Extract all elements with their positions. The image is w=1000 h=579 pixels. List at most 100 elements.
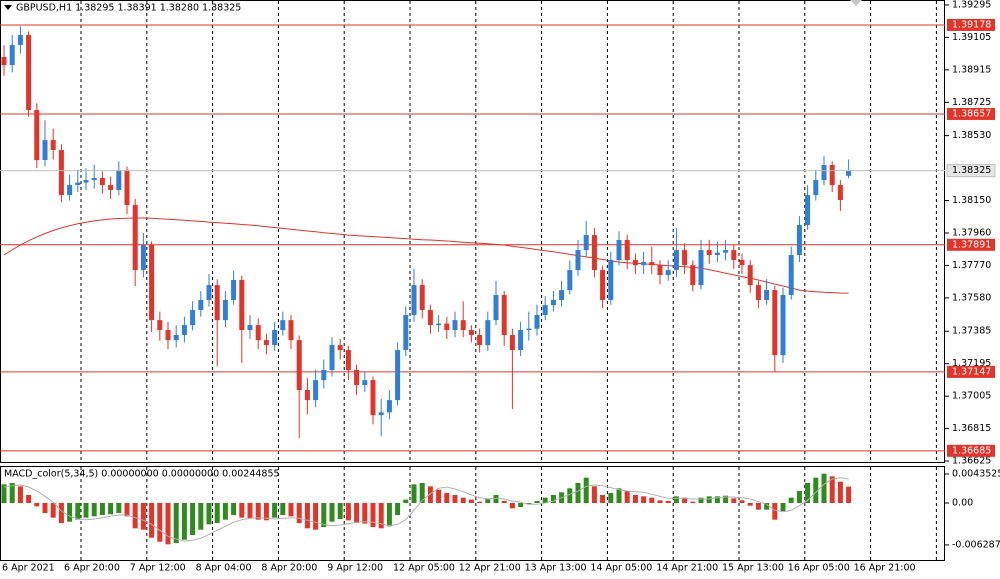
macd-bar <box>452 495 458 503</box>
candle-body <box>206 285 212 300</box>
candle-body <box>690 265 696 286</box>
candle-body <box>550 299 556 306</box>
candle-body <box>526 328 532 331</box>
macd-bar <box>485 499 491 503</box>
scroll-marker <box>850 0 862 6</box>
candle-body <box>58 149 64 196</box>
y-tick-label: 0.0043525 <box>952 468 1000 479</box>
candle-body <box>567 270 573 291</box>
macd-bar <box>468 499 474 503</box>
macd-bar <box>337 503 343 519</box>
macd-bar <box>747 503 753 506</box>
macd-bar <box>304 503 310 529</box>
macd-bar <box>509 503 515 509</box>
candle-body <box>67 185 73 196</box>
macd-bar <box>132 503 138 529</box>
macd-bar <box>518 503 524 507</box>
candle-body <box>780 295 786 356</box>
candle-body <box>559 290 565 300</box>
candle-body <box>42 140 48 161</box>
candle-body <box>386 400 392 413</box>
macd-bar <box>436 489 442 503</box>
macd-bar <box>1 484 7 503</box>
candle-body <box>272 330 278 346</box>
candle-body <box>9 44 15 66</box>
candle-body <box>632 260 638 266</box>
macd-bar <box>403 499 409 503</box>
macd-bar <box>50 503 56 518</box>
macd-bar <box>190 503 196 535</box>
candle-body <box>222 299 228 321</box>
macd-bar <box>26 495 32 503</box>
macd-bar <box>181 503 187 540</box>
macd-bar <box>829 476 835 503</box>
candle-body <box>362 380 368 386</box>
candle-body <box>698 250 704 286</box>
level-label: 1.37891 <box>952 239 991 250</box>
macd-bar <box>386 503 392 527</box>
candle-body <box>452 320 458 331</box>
macd-bar <box>788 497 794 503</box>
macd-bar <box>91 503 97 517</box>
candle-body <box>231 279 237 300</box>
candle-body <box>181 325 187 335</box>
candle-body <box>649 262 655 266</box>
candle-body <box>337 345 343 351</box>
macd-bar <box>255 503 261 520</box>
macd-bar <box>116 503 122 513</box>
candle-body <box>247 325 253 331</box>
candle-body <box>198 299 204 311</box>
candle-body <box>395 350 401 401</box>
y-tick-label: -0.0062873 <box>952 539 1000 550</box>
macd-bar <box>575 483 581 503</box>
candle-body <box>624 240 630 261</box>
macd-bar <box>206 503 212 525</box>
macd-bar <box>682 497 688 503</box>
candle-body <box>846 170 852 176</box>
macd-bar <box>641 496 647 503</box>
candle-body <box>493 295 499 321</box>
candle-body <box>665 270 671 276</box>
candle-body <box>673 250 679 271</box>
macd-bar <box>837 481 843 503</box>
macd-bar <box>632 495 638 503</box>
candle-body <box>411 285 417 316</box>
macd-bar <box>583 477 589 503</box>
candle-body <box>108 185 114 190</box>
macd-bar <box>345 503 351 521</box>
y-tick-label: 1.37580 <box>952 292 991 303</box>
level-label-bg <box>947 238 995 251</box>
macd-bar <box>378 503 384 529</box>
macd-bar <box>354 503 360 523</box>
candle-body <box>821 165 827 181</box>
macd-bar <box>444 493 450 503</box>
macd-bar <box>411 484 417 503</box>
macd-bar <box>665 501 671 503</box>
candle-body <box>805 195 811 225</box>
candle-body <box>370 380 376 416</box>
candle-body <box>460 320 466 331</box>
macd-bar <box>690 501 696 503</box>
candle-body <box>313 380 319 401</box>
macd-bar <box>567 488 573 503</box>
level-label: 1.37147 <box>952 366 991 377</box>
macd-bar <box>501 501 507 503</box>
macd-bar <box>764 503 770 510</box>
candle-body <box>682 250 688 266</box>
macd-bar <box>780 503 786 511</box>
macd-title: MACD_color(5,34,5) 0.00000000 0.00000000… <box>4 469 280 480</box>
menu-arrow[interactable] <box>4 5 12 10</box>
candle-body <box>616 240 622 261</box>
candle-body <box>83 180 89 183</box>
candle-body <box>600 270 606 300</box>
macd-bar <box>157 503 163 542</box>
candle-body <box>116 169 122 190</box>
level-label: 1.38657 <box>952 108 991 119</box>
macd-bar <box>108 503 114 515</box>
candle-body <box>34 110 40 161</box>
current-price-label: 1.38325 <box>952 165 991 176</box>
candle-body <box>542 305 548 316</box>
candle-body <box>518 330 524 351</box>
x-tick-label: 14 Apr 05:00 <box>590 563 652 574</box>
candle-body <box>501 295 507 335</box>
